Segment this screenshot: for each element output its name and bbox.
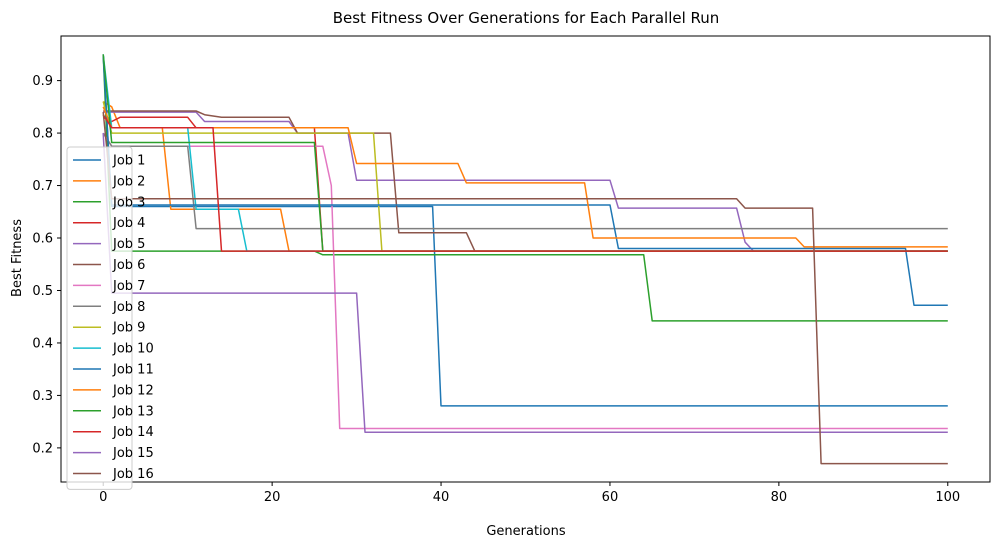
series-line-3	[102, 54, 948, 322]
x-tick-label: 60	[602, 490, 619, 505]
legend-label-1: Job 1	[112, 154, 145, 169]
series-line-1	[102, 54, 948, 407]
x-tick-label: 80	[771, 490, 788, 505]
series-line-16	[102, 112, 948, 465]
x-tick-label: 40	[433, 490, 450, 505]
legend-label-12: Job 12	[112, 383, 154, 398]
y-tick-label: 0.2	[32, 441, 53, 456]
legend: Job 1 Job 2 Job 3 Job 4 Job 5 Job 6 Job 7 Job 8…	[66, 146, 154, 490]
legend-label-5: Job 5	[112, 237, 145, 252]
series-line-13	[102, 54, 948, 252]
y-tick-label: 0.4	[32, 336, 53, 351]
y-tick-label: 0.8	[32, 127, 53, 142]
x-tick-label: 100	[935, 490, 960, 505]
legend-label-9: Job 9	[112, 321, 145, 336]
x-axis: 0 20 40 60 80 100	[99, 482, 960, 505]
legend-label-10: Job 10	[112, 342, 154, 357]
legend-label-11: Job 11	[112, 363, 154, 378]
plot-area	[102, 54, 948, 465]
legend-label-4: Job 4	[112, 216, 145, 231]
y-tick-label: 0.6	[32, 232, 53, 247]
x-axis-label: Generations	[486, 524, 566, 539]
legend-box	[66, 146, 133, 490]
y-axis-label: Best Fitness	[10, 219, 25, 297]
legend-label-6: Job 6	[112, 258, 145, 273]
y-tick-label: 0.5	[32, 284, 53, 299]
legend-label-8: Job 8	[112, 300, 145, 315]
series-line-7	[102, 132, 948, 430]
x-tick-label: 20	[264, 490, 281, 505]
y-tick-label: 0.9	[32, 74, 53, 89]
series-line-4	[102, 116, 948, 252]
legend-label-2: Job 2	[112, 174, 145, 189]
y-tick-label: 0.3	[32, 389, 53, 404]
legend-label-15: Job 15	[112, 446, 154, 461]
series-line-12	[102, 106, 948, 248]
series-line-10	[102, 54, 948, 252]
legend-label-3: Job 3	[112, 195, 145, 210]
y-tick-label: 0.7	[32, 179, 53, 194]
y-axis: 0.2 0.3 0.4 0.5 0.6 0.7 0.8 0.9	[32, 74, 61, 456]
series-line-14	[102, 114, 948, 252]
x-tick-label: 0	[99, 490, 107, 505]
legend-label-16: Job 16	[112, 467, 154, 482]
legend-label-14: Job 14	[112, 425, 154, 440]
legend-label-7: Job 7	[112, 279, 145, 294]
legend-label-13: Job 13	[112, 404, 154, 419]
chart-title: Best Fitness Over Generations for Each P…	[333, 9, 720, 27]
series-line-15	[102, 133, 948, 433]
plot-frame	[60, 35, 991, 483]
